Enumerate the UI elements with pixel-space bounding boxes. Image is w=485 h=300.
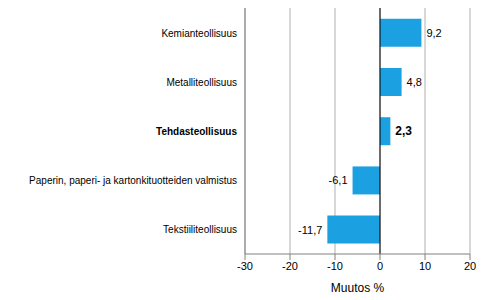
svg-text:Tekstiiliteollisuus: Tekstiiliteollisuus — [163, 224, 237, 235]
svg-text:-11,7: -11,7 — [298, 224, 322, 236]
svg-text:-20: -20 — [282, 260, 298, 272]
svg-text:Paperin, paperi- ja kartonkitu: Paperin, paperi- ja kartonkituotteiden v… — [29, 175, 237, 186]
svg-text:Metalliteollisuus: Metalliteollisuus — [166, 77, 237, 88]
svg-text:0: 0 — [377, 260, 383, 272]
svg-text:2,3: 2,3 — [395, 124, 412, 138]
svg-text:-10: -10 — [327, 260, 343, 272]
svg-text:Tehdasteollisuus: Tehdasteollisuus — [156, 126, 237, 137]
svg-text:4,8: 4,8 — [407, 76, 422, 88]
svg-text:Muutos %: Muutos % — [331, 281, 385, 295]
svg-text:-6,1: -6,1 — [329, 174, 348, 186]
svg-text:20: 20 — [464, 260, 476, 272]
svg-text:9,2: 9,2 — [426, 27, 441, 39]
svg-text:Kemianteollisuus: Kemianteollisuus — [161, 28, 237, 39]
svg-text:10: 10 — [419, 260, 431, 272]
svg-text:-30: -30 — [237, 260, 253, 272]
